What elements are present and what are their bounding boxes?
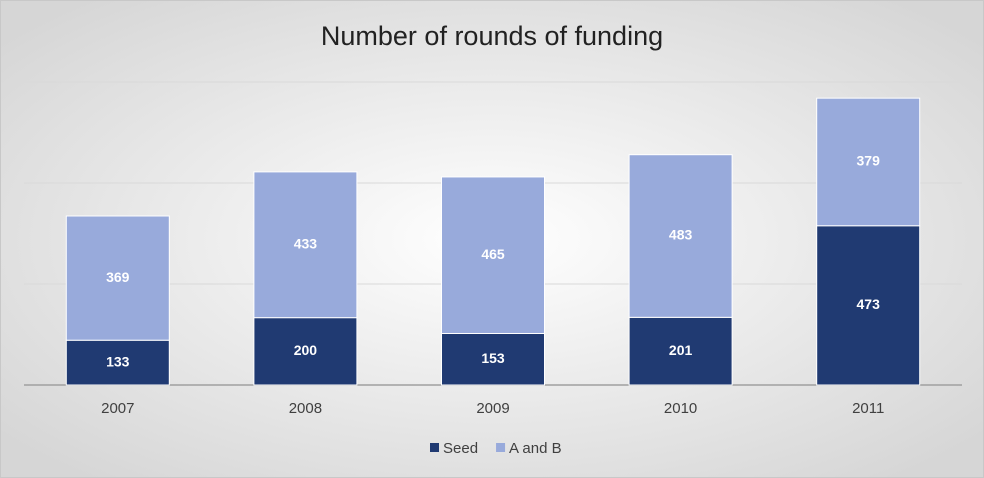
data-label: 433	[294, 235, 318, 251]
data-label: 133	[106, 353, 130, 369]
bar-segment	[253, 171, 358, 319]
data-label: 153	[481, 350, 505, 366]
bar-segment	[65, 215, 170, 341]
data-label: 369	[106, 269, 130, 285]
legend-label: A and B	[509, 440, 562, 457]
bar-segment	[65, 339, 170, 386]
data-label: 473	[857, 296, 881, 312]
x-tick-label: 2008	[289, 400, 322, 417]
data-label: 379	[857, 153, 881, 169]
data-label: 465	[481, 246, 505, 262]
legend-label: Seed	[443, 440, 478, 457]
bar-segment	[253, 317, 358, 386]
x-tick-label: 2007	[101, 400, 134, 417]
bar-segment	[441, 332, 545, 386]
bar-segment	[628, 154, 733, 318]
x-tick-label: 2009	[476, 400, 509, 417]
x-tick-label: 2010	[664, 400, 697, 417]
legend-swatch	[430, 443, 439, 452]
data-label: 200	[294, 342, 318, 358]
bar-segment	[816, 97, 921, 227]
chart-title: Number of rounds of funding	[321, 21, 663, 51]
x-tick-label: 2011	[852, 400, 884, 417]
bar-segment	[441, 176, 545, 334]
legend-swatch	[496, 443, 506, 452]
data-label: 483	[669, 227, 693, 243]
data-label: 201	[669, 342, 693, 358]
bar-segment	[628, 316, 733, 386]
